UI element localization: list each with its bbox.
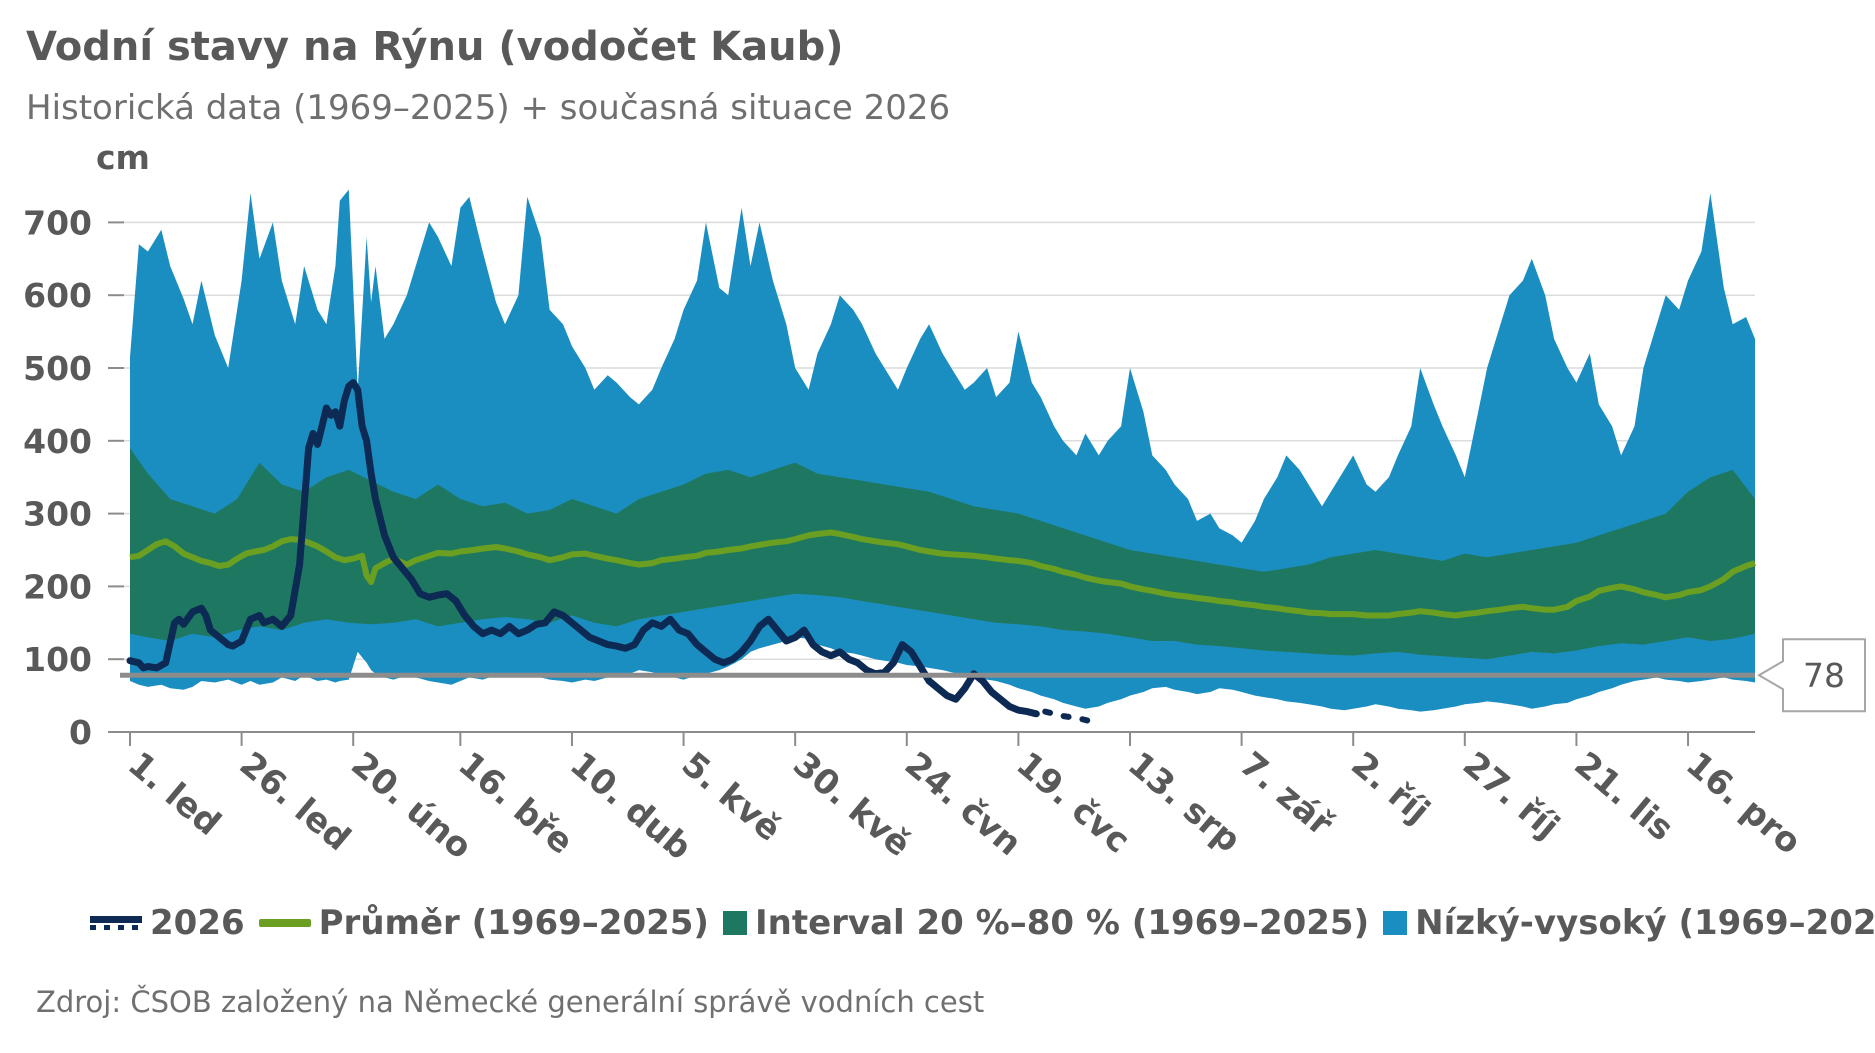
legend-item-2026: 2026 — [90, 903, 245, 943]
chart-plot: 78 0 100 200 300 400 500 600 700 1. led 26. led20… — [23, 189, 1866, 868]
y-tick-label: 700 — [23, 203, 92, 242]
x-tick-label: 19. čvc — [1009, 744, 1138, 861]
x-tick-label: 16. pro — [1678, 744, 1808, 862]
x-tick-label: 24. čvn — [897, 744, 1029, 864]
legend-swatch-2026 — [90, 916, 142, 930]
chart-title: Vodní stavy na Rýnu (vodočet Kaub) — [26, 24, 844, 70]
x-tick-label: 2. říj — [1343, 744, 1437, 832]
chart-subtitle: Historická data (1969–2025) + současná s… — [26, 88, 951, 128]
legend-item-interval: Interval 20 %–80 % (1969–2025) — [722, 903, 1370, 943]
source-note: Zdroj: ČSOB založený na Německé generáln… — [36, 985, 985, 1019]
y-axis-unit-label: cm — [96, 138, 150, 177]
x-tick-label: 20. úno — [343, 744, 479, 867]
legend-swatch-average — [258, 919, 311, 927]
series-lines — [126, 379, 1756, 725]
series-line-2026 — [126, 379, 1040, 718]
reference-callout-box — [1757, 638, 1866, 713]
legend-item-range: Nízký-vysoký (1969–2025) — [1383, 903, 1875, 943]
legend-item-average: Průměr (1969–2025) — [258, 903, 709, 943]
y-tick-label: 0 — [69, 713, 92, 752]
y-tick-label: 400 — [23, 422, 92, 461]
x-tick-label: 13. srp — [1120, 744, 1248, 860]
series-line-average — [129, 529, 1756, 619]
reference-line-group: 78 — [120, 638, 1866, 713]
y-tick-label: 200 — [23, 567, 92, 606]
legend-label-2026: 2026 — [150, 903, 245, 943]
x-tick-label: 27. říj — [1455, 744, 1567, 847]
band-areas — [130, 189, 1755, 712]
legend-swatch-interval — [722, 911, 747, 935]
legend-swatch-range — [1383, 911, 1408, 935]
x-tick-label: 1. led — [120, 744, 228, 844]
legend-label-interval: Interval 20 %–80 % (1969–2025) — [754, 903, 1370, 943]
legend: 2026 Průměr (1969–2025) Interval 20 %–80… — [90, 903, 1875, 943]
legend-label-range: Nízký-vysoký (1969–2025) — [1415, 903, 1875, 943]
y-tick-label: 500 — [23, 349, 92, 388]
y-tick-label: 300 — [23, 495, 92, 534]
x-tick-label: 10. dub — [562, 744, 699, 868]
y-tick-label: 600 — [23, 276, 92, 315]
x-tick-label: 21. lis — [1567, 744, 1681, 849]
legend-label-average: Průměr (1969–2025) — [318, 903, 709, 943]
x-tick-label: 30. kvě — [785, 744, 918, 865]
series-line-2026-projection — [1042, 708, 1093, 725]
x-tick-label: 26. led — [232, 744, 358, 859]
y-tick-label: 100 — [23, 640, 92, 679]
reference-callout-label: 78 — [1803, 656, 1845, 695]
